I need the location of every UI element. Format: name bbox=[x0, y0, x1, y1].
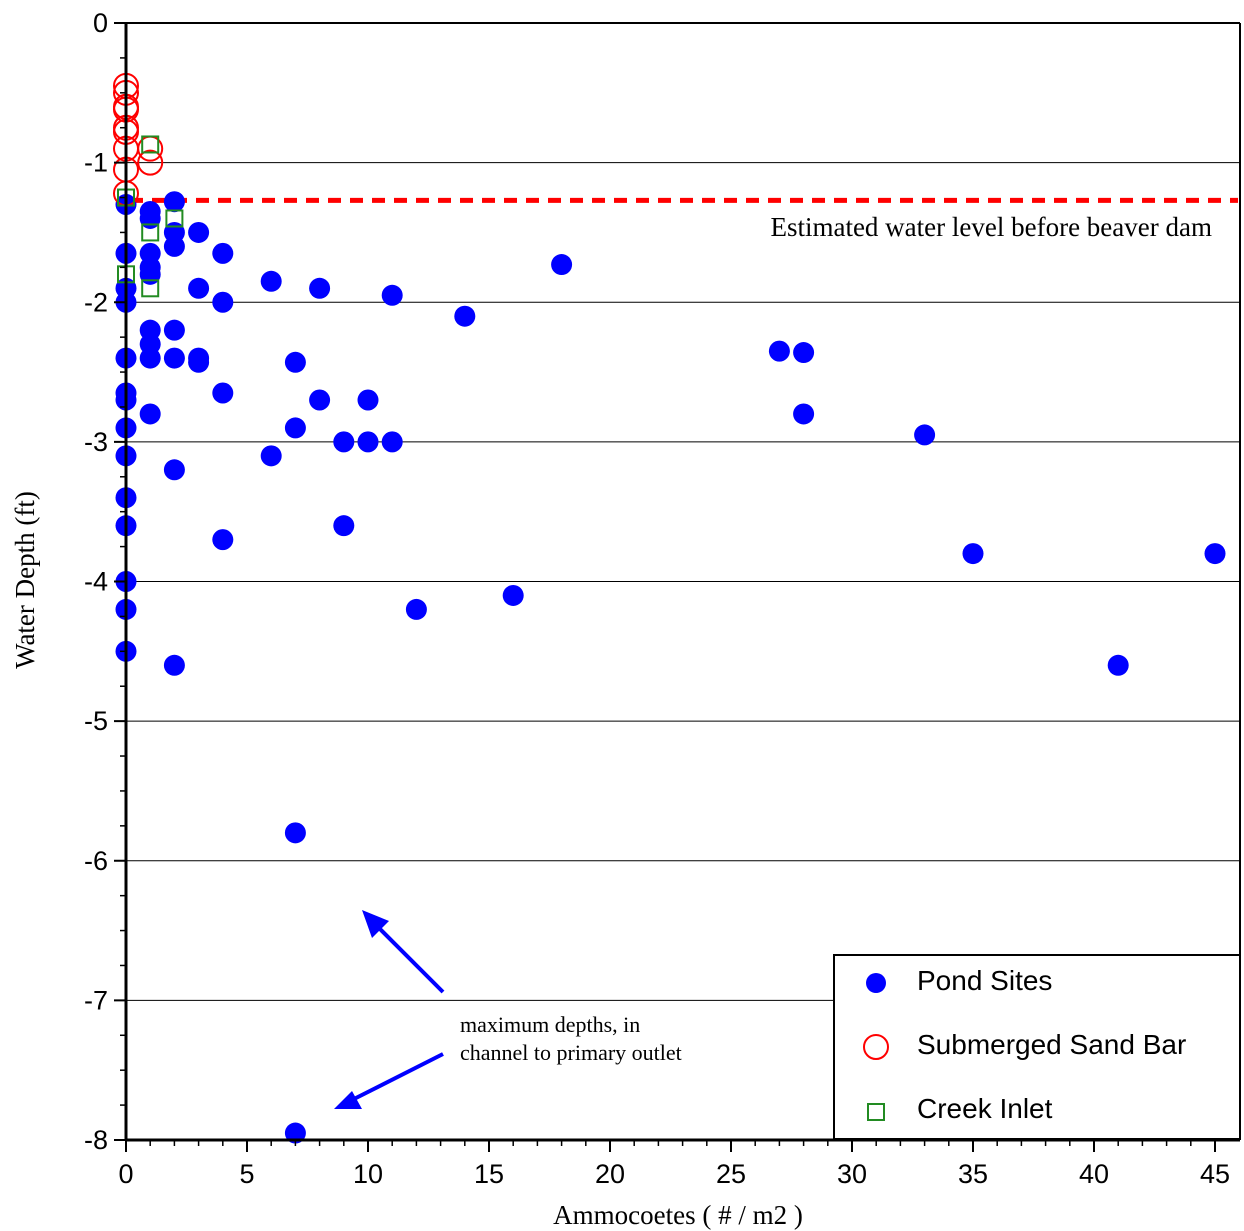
pond-site-point bbox=[768, 340, 790, 362]
x-tick-label: 10 bbox=[353, 1159, 383, 1189]
pond-site-point bbox=[163, 654, 185, 676]
pond-site-point bbox=[163, 191, 185, 213]
y-tick-label: -4 bbox=[84, 567, 108, 597]
creek-inlet-point bbox=[141, 279, 160, 298]
creek-inlet-point bbox=[165, 209, 184, 228]
pond-site-point bbox=[357, 431, 379, 453]
x-axis-label: Ammocoetes ( # / m2 ) bbox=[553, 1200, 803, 1230]
annotation-arrow-down bbox=[349, 1052, 444, 1103]
pond-site-point bbox=[284, 1122, 306, 1144]
legend-label-creek-inlet: Creek Inlet bbox=[917, 1093, 1053, 1124]
legend-marker-pond-sites bbox=[866, 973, 886, 993]
x-tick-label: 40 bbox=[1079, 1159, 1109, 1189]
x-tick-label: 45 bbox=[1200, 1159, 1230, 1189]
y-tick-label: -8 bbox=[84, 1125, 108, 1155]
y-tick-label: -3 bbox=[84, 427, 108, 457]
pond-site-point bbox=[914, 424, 936, 446]
pond-site-point bbox=[793, 403, 815, 425]
pond-site-point bbox=[163, 235, 185, 257]
pond-site-point bbox=[188, 221, 210, 243]
annotation-arrow-up bbox=[372, 921, 445, 994]
pond-site-point bbox=[163, 459, 185, 481]
x-tick-label: 15 bbox=[474, 1159, 504, 1189]
creek-inlet-point bbox=[141, 223, 160, 242]
pond-site-point bbox=[357, 389, 379, 411]
axis-ticks bbox=[114, 22, 1216, 1152]
legend-box bbox=[833, 954, 1241, 1140]
pond-site-point bbox=[502, 584, 524, 606]
legend-label-pond-sites: Pond Sites bbox=[917, 965, 1052, 996]
legend-marker-sand-bar bbox=[863, 1034, 889, 1060]
pond-site-point bbox=[260, 270, 282, 292]
legend-marker-creek-inlet bbox=[867, 1103, 885, 1121]
x-tick-label: 0 bbox=[118, 1159, 133, 1189]
legend-label-sand-bar: Submerged Sand Bar bbox=[917, 1029, 1186, 1060]
pond-site-point bbox=[333, 431, 355, 453]
pond-site-point bbox=[260, 445, 282, 467]
gridlines bbox=[126, 162, 1240, 1001]
pond-site-point bbox=[188, 351, 210, 373]
x-tick-label: 35 bbox=[958, 1159, 988, 1189]
pond-site-point bbox=[333, 515, 355, 537]
x-tick-label: 20 bbox=[595, 1159, 625, 1189]
annotation-arrowhead-down bbox=[334, 1091, 362, 1109]
reference-line-group: Estimated water level before beaver dam bbox=[130, 197, 1238, 242]
y-tick-label: -7 bbox=[84, 985, 108, 1015]
pond-site-point bbox=[212, 291, 234, 313]
legend: Pond Sites Submerged Sand Bar Creek Inle… bbox=[833, 954, 1241, 1140]
pond-site-point bbox=[139, 347, 161, 369]
pond-site-point bbox=[212, 382, 234, 404]
pond-site-point bbox=[962, 543, 984, 565]
pond-site-point bbox=[1204, 543, 1226, 565]
sand-bar-point bbox=[137, 149, 164, 176]
pond-site-point bbox=[188, 277, 210, 299]
x-tick-label: 5 bbox=[239, 1159, 254, 1189]
pond-site-point bbox=[284, 822, 306, 844]
tick-labels: 0 -1 -2 -3 -4 -5 -6 -7 -8 0 5 10 15 20 25 30 35 40 45 bbox=[84, 8, 1230, 1189]
pond-site-point bbox=[212, 529, 234, 551]
creek-inlet-point bbox=[141, 135, 160, 154]
annotation-line-2: channel to primary outlet bbox=[460, 1040, 682, 1065]
y-tick-label: -1 bbox=[84, 148, 108, 178]
pond-site-point bbox=[405, 598, 427, 620]
pond-site-point bbox=[381, 431, 403, 453]
pond-site-point bbox=[139, 403, 161, 425]
pond-site-point bbox=[793, 342, 815, 364]
annotation-arrowhead-up bbox=[362, 910, 389, 938]
pond-site-point bbox=[1107, 654, 1129, 676]
y-axis-label: Water Depth (ft) bbox=[10, 491, 40, 669]
pond-site-point bbox=[551, 254, 573, 276]
pond-site-point bbox=[309, 277, 331, 299]
x-tick-label: 30 bbox=[837, 1159, 867, 1189]
pond-site-point bbox=[163, 347, 185, 369]
y-tick-label: 0 bbox=[93, 8, 108, 38]
pond-site-point bbox=[284, 417, 306, 439]
pond-site-point bbox=[381, 284, 403, 306]
annotation-line-1: maximum depths, in bbox=[460, 1012, 640, 1037]
pond-site-point bbox=[284, 351, 306, 373]
pond-site-point bbox=[212, 242, 234, 264]
y-tick-label: -6 bbox=[84, 846, 108, 876]
pond-site-point bbox=[309, 389, 331, 411]
y-tick-label: -5 bbox=[84, 706, 108, 736]
estimated-water-level-label: Estimated water level before beaver dam bbox=[770, 212, 1212, 242]
x-tick-label: 25 bbox=[716, 1159, 746, 1189]
y-tick-label: -2 bbox=[84, 287, 108, 317]
pond-site-point bbox=[163, 319, 185, 341]
pond-site-point bbox=[454, 305, 476, 327]
annotation: maximum depths, in channel to primary ou… bbox=[334, 910, 682, 1109]
